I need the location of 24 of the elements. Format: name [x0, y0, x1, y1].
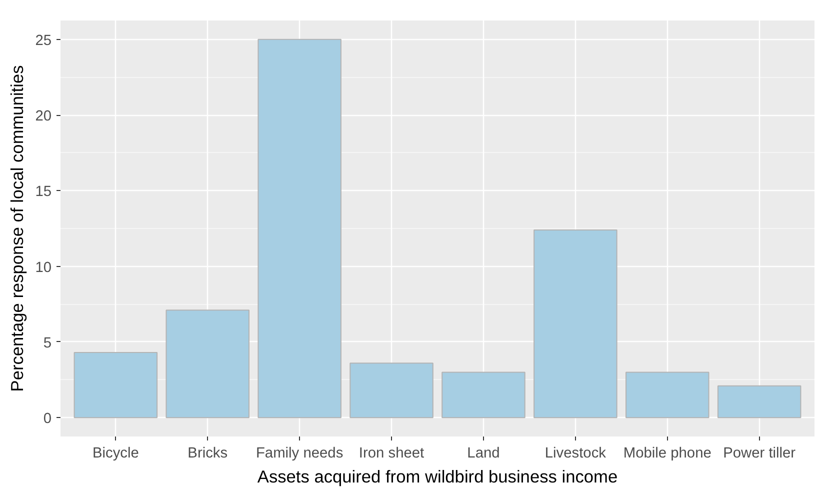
bar	[350, 362, 434, 418]
x-axis-title: Assets acquired from wildbird business income	[257, 466, 618, 486]
x-tick-label: Livestock	[544, 446, 607, 462]
bar	[534, 230, 618, 418]
x-tick-label: Land	[467, 446, 500, 462]
y-axis-title: Percentage response of local communities	[7, 64, 28, 392]
bar	[626, 372, 710, 418]
bar	[717, 385, 802, 418]
y-tick-label: 10	[35, 260, 52, 276]
x-tick-label: Mobile phone	[623, 446, 712, 462]
x-tick-label: Iron sheet	[358, 446, 424, 462]
x-tick-label: Power tiller	[723, 446, 796, 462]
bar	[442, 372, 526, 418]
bar	[258, 38, 342, 418]
y-tick-label: 5	[43, 335, 52, 352]
x-tick-label: Bricks	[188, 446, 228, 462]
y-tick-label: 20	[35, 108, 52, 125]
y-tick-label: 0	[43, 411, 52, 428]
y-tick-label: 25	[35, 32, 52, 49]
bar	[74, 352, 158, 418]
bar	[166, 310, 250, 418]
y-tick-label: 15	[35, 184, 52, 200]
x-tick-label: Bicycle	[92, 446, 139, 462]
x-tick-label: Family needs	[256, 446, 344, 462]
